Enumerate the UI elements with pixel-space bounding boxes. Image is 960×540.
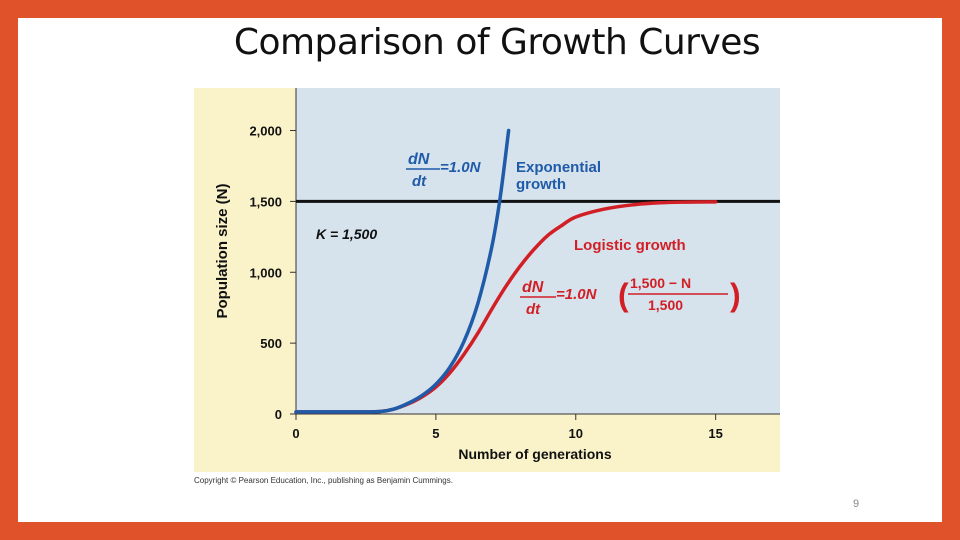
copyright-notice: Copyright © Pearson Education, Inc., pub… [194, 476, 453, 485]
exponential-label-line1: Exponential [516, 159, 601, 176]
log-eq-rhs: =1.0N [556, 286, 598, 303]
log-eq-denominator: dt [526, 301, 541, 318]
plot-area [296, 88, 780, 414]
series-line-exponential [294, 128, 511, 414]
x-tick-label: 0 [292, 426, 299, 441]
carrying-capacity-label: K = 1,500 [316, 226, 377, 242]
y-tick-label: 1,000 [249, 265, 282, 280]
y-tick-label: 0 [275, 407, 282, 422]
x-tick-label: 5 [432, 426, 439, 441]
exp-eq-rhs: =1.0N [440, 159, 482, 176]
y-tick-label: 500 [260, 336, 282, 351]
log-eq-frac-num: 1,500 − N [630, 275, 691, 291]
growth-chart: 0 500 1,000 1,500 2,000 0 5 10 15 Population si… [214, 88, 780, 462]
slide-title: Comparison of Growth Curves [233, 22, 761, 63]
x-axis-label: Number of generations [458, 446, 611, 462]
exponential-equation: dN dt =1.0N [406, 151, 482, 190]
exponential-label-line2: growth [516, 176, 566, 193]
logistic-label: Logistic growth [574, 237, 686, 254]
page-number: 9 [853, 498, 860, 510]
exp-eq-numerator: dN [408, 151, 430, 168]
x-tick-label: 15 [708, 426, 722, 441]
log-eq-frac-den: 1,500 [648, 297, 683, 313]
logistic-equation: dN dt =1.0N ( 1,500 − N 1,500 ) [520, 275, 741, 318]
y-tick-label: 1,500 [249, 194, 282, 209]
y-axis-label: Population size (N) [214, 183, 231, 318]
x-tick-label: 10 [569, 426, 583, 441]
figure: 0 500 1,000 1,500 2,000 0 5 10 15 Population si… [194, 88, 780, 472]
log-eq-numerator: dN [522, 279, 544, 296]
log-eq-paren-open: ( [618, 277, 629, 313]
log-eq-paren-close: ) [730, 277, 741, 313]
y-tick-label: 2,000 [249, 124, 282, 139]
slide: Comparison of Growth Curves 0 500 1,000 1,5… [18, 18, 942, 522]
exp-eq-denominator: dt [412, 173, 427, 190]
